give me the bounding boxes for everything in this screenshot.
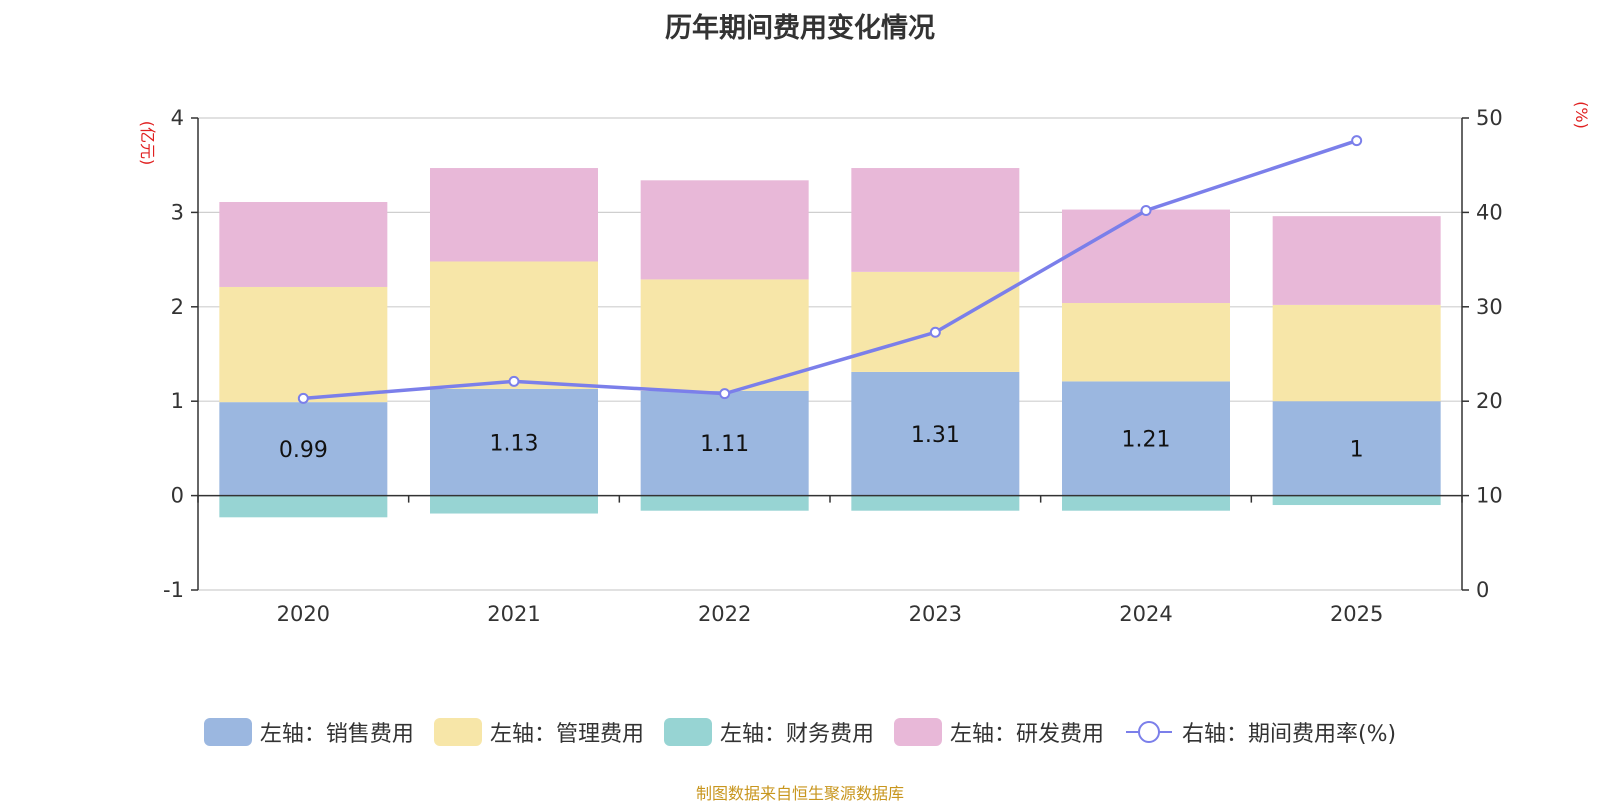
legend-line-icon	[1125, 721, 1172, 743]
left-tick-label: -1	[163, 578, 184, 602]
right-tick-label: 10	[1476, 484, 1503, 508]
legend-label: 左轴：财务费用	[719, 722, 874, 747]
legend-swatch	[203, 718, 252, 746]
bar-segment	[219, 402, 388, 496]
chart-title: 历年期间费用变化情况	[665, 13, 935, 44]
bar-segment	[1272, 304, 1441, 402]
bars	[219, 168, 1441, 518]
bar-segment	[640, 495, 809, 511]
legend-swatch	[893, 718, 942, 746]
rate-point	[297, 392, 309, 404]
data-label: 1	[1350, 437, 1364, 462]
left-axis-unit: (亿元)	[138, 121, 157, 166]
bar-segment	[219, 286, 388, 403]
right-tick-label: 50	[1476, 106, 1503, 130]
rate-line	[297, 135, 1363, 404]
legend-line-marker	[1137, 721, 1160, 743]
left-tick-label: 4	[171, 106, 184, 130]
bar-segment	[1272, 216, 1441, 305]
bar-segment	[851, 168, 1020, 272]
bar-segment	[640, 390, 809, 496]
bar-segment	[1062, 303, 1230, 382]
source-note: 制图数据来自恒生聚源数据库	[695, 784, 904, 803]
legend-item[interactable]: 左轴：销售费用	[203, 716, 414, 748]
bar-segment	[1272, 401, 1441, 496]
legend-swatch	[433, 718, 482, 746]
left-tick-label: 0	[171, 484, 184, 508]
left-tick-label: 2	[171, 295, 184, 319]
data-label: 0.99	[279, 438, 328, 463]
right-tick-label: 0	[1476, 578, 1489, 602]
x-tick-label: 2024	[1119, 602, 1172, 626]
legend-item[interactable]: 左轴：财务费用	[663, 716, 874, 748]
bar-segment	[1062, 495, 1230, 511]
legend-label: 右轴：期间费用率(%)	[1181, 722, 1397, 747]
legend-item[interactable]: 左轴：研发费用	[893, 716, 1104, 748]
bar-segment	[219, 495, 388, 518]
bar-segment	[640, 279, 809, 391]
legend-item[interactable]: 右轴：期间费用率(%)	[1124, 716, 1396, 748]
bar-segment	[640, 180, 809, 280]
data-label: 1.13	[490, 431, 539, 456]
legend-label: 左轴：研发费用	[949, 722, 1104, 747]
legend-label: 左轴：管理费用	[489, 722, 644, 747]
data-label: 1.31	[911, 423, 960, 448]
x-tick-label: 2020	[277, 602, 330, 626]
rate-point	[929, 326, 941, 338]
grid-lines	[198, 117, 1462, 591]
bar-segment	[430, 261, 598, 389]
rate-point	[719, 388, 731, 400]
left-tick-label: 3	[171, 200, 184, 224]
rate-point	[508, 375, 520, 387]
data-labels: 0.99 1.13 1.11 1.31 1.21 1	[279, 423, 1364, 463]
bar-segment	[1272, 495, 1441, 506]
bar-segment	[1062, 209, 1230, 304]
legend-swatch	[663, 718, 712, 746]
rate-point	[1140, 205, 1152, 217]
bar-segment	[219, 202, 388, 287]
data-label: 1.21	[1122, 427, 1171, 452]
x-tick-label: 2023	[909, 602, 962, 626]
left-tick-label: 1	[171, 389, 184, 413]
right-tick-label: 40	[1476, 200, 1503, 224]
legend-item[interactable]: 左轴：管理费用	[433, 716, 644, 748]
x-tick-label: 2025	[1330, 602, 1383, 626]
x-tick-label: 2021	[487, 602, 540, 626]
right-axis-unit: (%)	[1572, 101, 1591, 129]
right-tick-label: 20	[1476, 389, 1503, 413]
bar-segment	[1062, 381, 1230, 496]
right-tick-label: 30	[1476, 295, 1503, 319]
bar-segment	[430, 388, 598, 496]
bar-segment	[851, 495, 1020, 511]
bar-segment	[430, 495, 598, 514]
rate-point	[1351, 135, 1363, 147]
legend: 左轴：销售费用 左轴：管理费用 左轴：财务费用 左轴：研发费用 右轴：期间费用率(%)	[0, 716, 1600, 748]
rate-line-path	[303, 138, 1358, 401]
bar-segment	[430, 168, 598, 262]
data-label: 1.11	[700, 432, 749, 457]
bar-segment	[851, 271, 1020, 372]
x-tick-label: 2022	[698, 602, 751, 626]
legend-label: 左轴：销售费用	[259, 722, 414, 747]
bar-segment	[851, 371, 1020, 496]
